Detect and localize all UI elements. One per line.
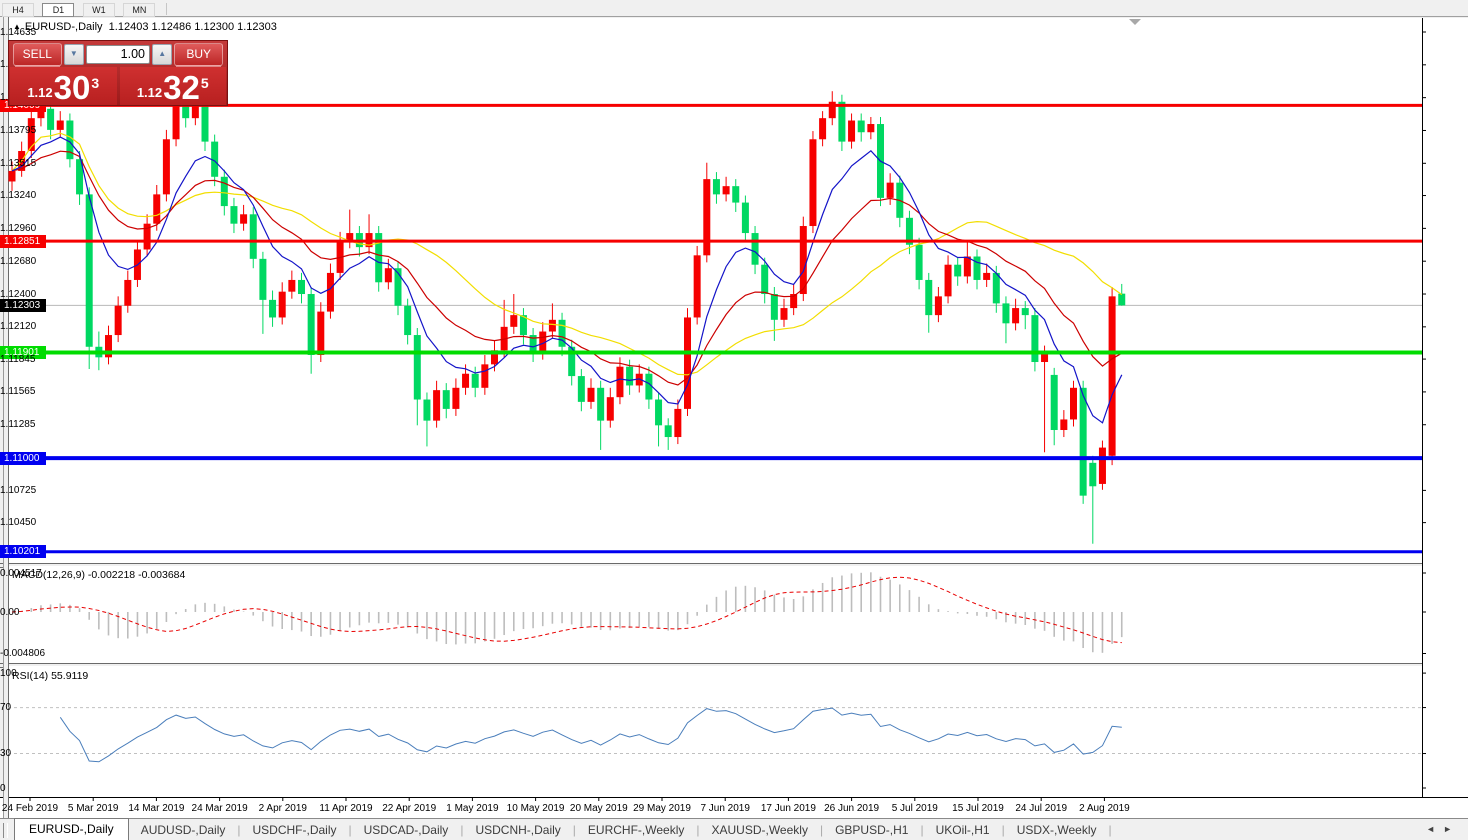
hline-badge: 1.10201	[0, 545, 46, 559]
date-axis-label: 26 Jun 2019	[824, 803, 880, 814]
timeframe-button-d1[interactable]: D1	[42, 3, 75, 17]
timeframe-button-mn[interactable]: MN	[123, 3, 156, 17]
tabbar-grip[interactable]	[3, 822, 8, 838]
time-axis[interactable]	[0, 797, 1468, 819]
date-axis-label: 15 Jul 2019	[952, 803, 1004, 814]
price-axis-label: 1.13515	[0, 157, 37, 169]
date-axis-label: 11 Apr 2019	[319, 803, 373, 814]
buy-price-base: 1.12	[136, 85, 163, 100]
date-axis-label: 24 Mar 2019	[191, 803, 248, 814]
price-axis-label: 1.12400	[0, 288, 37, 300]
date-axis-label: 20 May 2019	[569, 803, 628, 814]
date-axis-label: 29 May 2019	[633, 803, 691, 814]
rsi-axis-label: 100	[0, 667, 17, 679]
chevron-down-icon: ▼	[69, 48, 78, 58]
price-axis[interactable]	[1422, 18, 1468, 797]
price-axis-label: 1.13795	[0, 124, 37, 136]
sell-price-base: 1.12	[27, 85, 53, 100]
date-axis-label: 1 May 2019	[446, 803, 499, 814]
current-price-badge: 1.12303	[0, 298, 46, 312]
date-axis-label: 2 Aug 2019	[1079, 803, 1130, 814]
price-axis-label: 1.12960	[0, 222, 37, 234]
timeframe-toolbar: H4 D1 W1 MN	[0, 0, 1468, 17]
date-axis-label: 5 Mar 2019	[67, 803, 119, 814]
sell-price-pip: 3	[91, 75, 100, 91]
rsi-label: RSI(14) 55.9119	[12, 670, 89, 682]
price-axis-label: 1.11285	[0, 419, 36, 431]
macd-label: MACD(12,26,9) -0.002218 -0.003684	[12, 569, 186, 581]
rsi-indicator-pane[interactable]	[8, 666, 1422, 797]
chart-tab-usdcnh-daily[interactable]: USDCNH-,Daily	[475, 823, 561, 837]
tab-separator: |	[819, 823, 824, 837]
buy-price-pip: 5	[200, 75, 209, 91]
tab-separator: |	[696, 823, 700, 837]
tab-separator: |	[460, 823, 464, 837]
tab-separator: |	[348, 823, 352, 837]
timeframe-button-w1[interactable]: W1	[82, 3, 115, 17]
tab-separator: |	[237, 823, 241, 837]
macd-axis-label: 0.004517	[0, 567, 42, 579]
buy-button[interactable]: BUY	[174, 42, 223, 66]
price-axis-label: 1.10450	[0, 517, 37, 529]
sell-price-main: 30	[53, 69, 91, 106]
date-axis-label: 22 Apr 2019	[382, 803, 437, 814]
hline-badge: 1.11901	[0, 346, 46, 360]
hline-badge: 1.11000	[0, 451, 46, 465]
tab-separator: |	[1001, 823, 1005, 837]
price-axis-label: 1.11565	[0, 386, 36, 398]
one-click-trading-panel: SELL ▼ ▲ BUY 1.12 30 3 1.12 32 5	[8, 40, 228, 106]
date-axis-label: 5 Jul 2019	[891, 803, 938, 814]
chart-tab-xauusd-weekly[interactable]: XAUUSD-,Weekly	[711, 823, 808, 837]
rsi-axis-label: 0	[0, 782, 6, 794]
price-axis-label: 1.12120	[0, 321, 37, 333]
price-axis-label: 1.11845	[0, 353, 36, 365]
tab-separator: |	[572, 823, 576, 837]
chart-tab-usdchf-daily[interactable]: USDCHF-,Daily	[252, 823, 337, 837]
rsi-axis-label: 30	[0, 748, 12, 760]
tab-scroll-right-icon[interactable]: ►	[1443, 824, 1460, 834]
volume-decrease-button[interactable]: ▼	[63, 43, 84, 65]
chart-tab-bar: EURUSD-,Daily AUDUSD-,Daily | USDCHF-,Daily…	[0, 818, 1468, 840]
symbol-marker-icon: ▲	[13, 22, 21, 31]
chart-tab-ukoil-h1[interactable]: UKOil-,H1	[935, 823, 990, 837]
date-axis-label: 24 Feb 2019	[1, 803, 59, 814]
window-left-border	[3, 17, 9, 818]
price-axis-label: 1.13240	[0, 190, 37, 202]
chart-tab-eurusd-daily[interactable]: EURUSD-,Daily	[14, 818, 129, 840]
tab-scroll-arrows: ◄►	[1426, 824, 1460, 834]
chart-tab-audusd-daily[interactable]: AUDUSD-,Daily	[140, 823, 226, 837]
price-axis-label: 1.10725	[0, 484, 37, 496]
date-axis-label: 2 Apr 2019	[258, 803, 307, 814]
tab-separator: |	[1108, 823, 1112, 837]
chart-tab-usdx-weekly[interactable]: USDX-,Weekly	[1016, 823, 1097, 837]
buy-price-main: 32	[163, 69, 200, 106]
date-axis-label: 7 Jun 2019	[700, 803, 750, 814]
date-axis-label: 10 May 2019	[506, 803, 565, 814]
rsi-axis-label: 70	[0, 702, 12, 714]
tab-scroll-left-icon[interactable]: ◄	[1426, 824, 1444, 834]
macd-axis-label: 0.00	[0, 606, 20, 618]
timeframe-button-h4[interactable]: H4	[2, 3, 34, 17]
macd-indicator-pane[interactable]	[8, 566, 1422, 663]
chart-tab-gbpusd-h1[interactable]: GBPUSD-,H1	[835, 823, 909, 837]
toolbar-separator	[165, 2, 167, 15]
volume-increase-button[interactable]: ▲	[152, 43, 173, 65]
buy-price-display[interactable]: 1.12 32 5	[119, 67, 226, 106]
date-axis-label: 17 Jun 2019	[760, 803, 816, 814]
chart-tab-usdcad-daily[interactable]: USDCAD-,Daily	[363, 823, 449, 837]
sell-price-display[interactable]: 1.12 30 3	[10, 67, 117, 105]
hline-badge: 1.12851	[0, 234, 46, 248]
chart-tab-eurchf-weekly[interactable]: EURCHF-,Weekly	[587, 823, 685, 837]
price-axis-label: 1.12680	[0, 255, 37, 267]
chevron-up-icon: ▲	[158, 48, 167, 58]
chart-title: ▲ EURUSD-,Daily 1.12403 1.12486 1.12300 1…	[13, 21, 277, 33]
date-axis-label: 24 Jul 2019	[1015, 803, 1068, 814]
tab-separator: |	[920, 823, 924, 837]
macd-axis-label: -0.004806	[0, 647, 46, 659]
price-axis-label: 1.14635	[0, 26, 37, 38]
sell-button[interactable]: SELL	[13, 42, 62, 66]
date-axis-label: 14 Mar 2019	[128, 803, 185, 814]
volume-input[interactable]	[86, 44, 150, 64]
